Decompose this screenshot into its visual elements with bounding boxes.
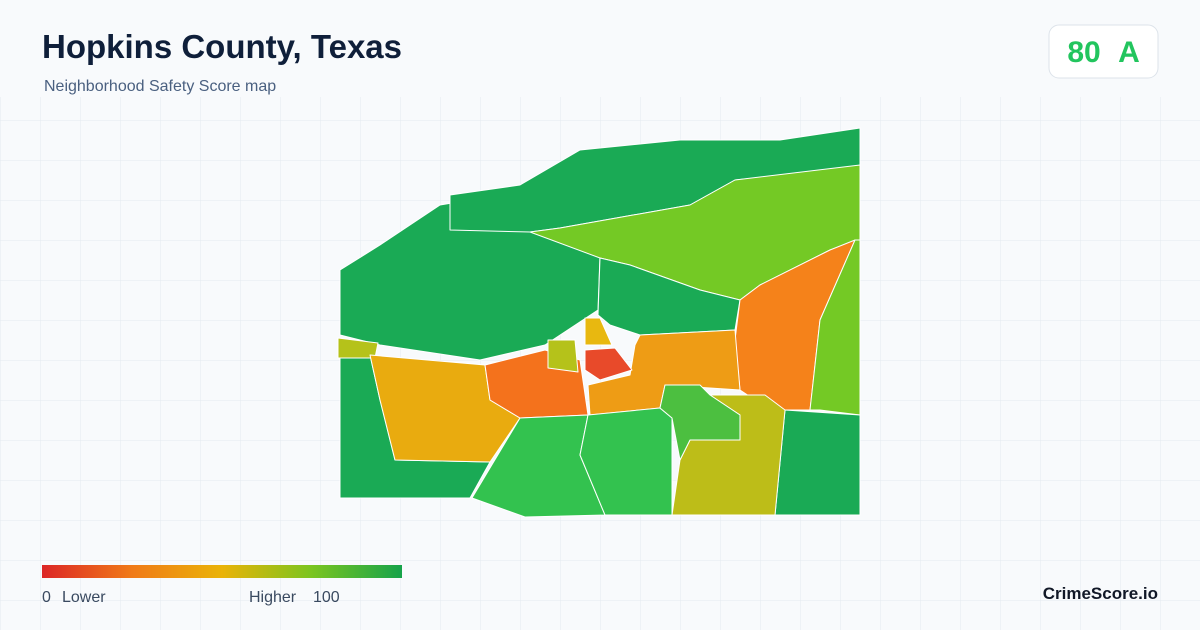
region: [584, 347, 633, 381]
score: 80: [1067, 36, 1100, 69]
legend-max-label: Higher: [249, 589, 297, 606]
legend-gradient: [42, 565, 402, 578]
title: Hopkins County, Texas: [42, 28, 402, 65]
region: [809, 239, 861, 416]
grade: A: [1118, 36, 1140, 69]
legend-max: 100: [313, 589, 340, 606]
county-map: [337, 127, 861, 518]
badge-box: [1048, 24, 1159, 79]
legend-min: 0: [42, 589, 51, 606]
region: [659, 384, 741, 461]
legend: 0 Lower Higher 100: [42, 565, 402, 606]
score-badge: 80 A: [1048, 24, 1159, 79]
subtitle: Neighborhood Safety Score map: [44, 78, 276, 95]
region: [547, 339, 579, 373]
legend-min-label: Lower: [62, 589, 106, 606]
brand: CrimeScore.io: [1043, 584, 1158, 603]
region: [774, 409, 861, 516]
region: [584, 317, 613, 346]
